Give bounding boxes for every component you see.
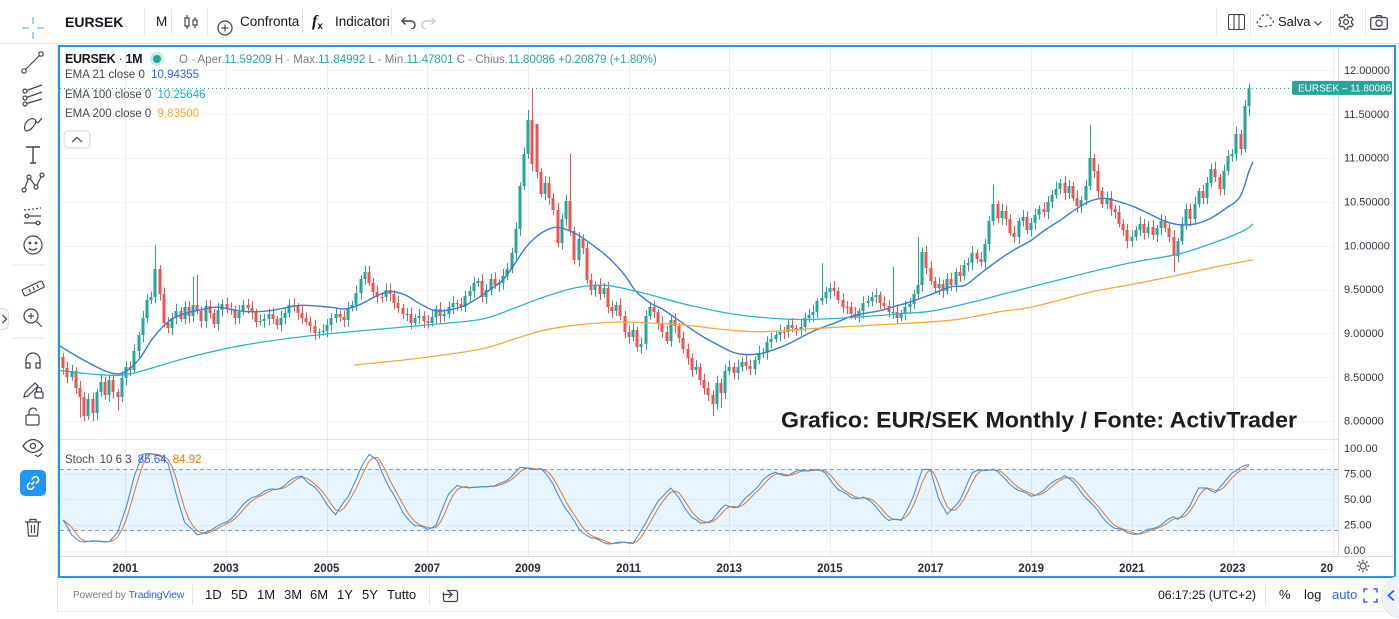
svg-text:100.00: 100.00 <box>1344 443 1378 455</box>
svg-text:2013: 2013 <box>717 563 743 575</box>
svg-text:Grafico: EUR/SEK Monthly / Fon: Grafico: EUR/SEK Monthly / Fonte: ActivT… <box>781 408 1297 433</box>
svg-text:11.50000: 11.50000 <box>1344 109 1389 121</box>
svg-text:11.00000: 11.00000 <box>1344 153 1389 165</box>
svg-text:2009: 2009 <box>515 563 541 575</box>
svg-text:2005: 2005 <box>314 563 340 575</box>
svg-text:8.00000: 8.00000 <box>1344 416 1384 428</box>
svg-text:10.00000: 10.00000 <box>1344 240 1390 252</box>
svg-text:2021: 2021 <box>1119 563 1145 575</box>
svg-text:EURSEK – 11.80086: EURSEK – 11.80086 <box>1298 83 1392 94</box>
svg-text:2019: 2019 <box>1018 563 1044 575</box>
svg-text:12.00000: 12.00000 <box>1344 65 1390 77</box>
svg-text:20: 20 <box>1320 563 1333 575</box>
svg-text:9.50000: 9.50000 <box>1344 284 1384 296</box>
svg-text:75.00: 75.00 <box>1344 469 1372 481</box>
svg-text:EURSEK · 1M: EURSEK · 1M <box>65 52 142 66</box>
svg-text:50.00: 50.00 <box>1344 494 1372 506</box>
svg-text:2015: 2015 <box>817 563 843 575</box>
svg-text:2003: 2003 <box>213 563 239 575</box>
svg-text:2023: 2023 <box>1220 563 1246 575</box>
svg-text:0.00: 0.00 <box>1344 545 1365 557</box>
svg-text:Stoch 10 6 3 85.64 84.92: Stoch 10 6 3 85.64 84.92 <box>65 454 202 466</box>
svg-text:2007: 2007 <box>415 563 441 575</box>
svg-text:9.00000: 9.00000 <box>1344 328 1384 340</box>
svg-text:2017: 2017 <box>918 563 944 575</box>
svg-text:2011: 2011 <box>616 563 642 575</box>
svg-text:O - Aper.11.59209 H - Max.11.: O - Aper.11.59209 H - Max.11.84992 L - M… <box>179 54 657 66</box>
svg-text:EMA 21 close 0 10.94355: EMA 21 close 0 10.94355 <box>65 69 199 81</box>
svg-text:2001: 2001 <box>113 563 139 575</box>
svg-text:10.50000: 10.50000 <box>1344 197 1390 209</box>
svg-text:EMA 200 close 0 9.83500: EMA 200 close 0 9.83500 <box>65 108 199 120</box>
svg-text:EMA 100 close 0 10.25646: EMA 100 close 0 10.25646 <box>65 89 205 101</box>
svg-text:25.00: 25.00 <box>1344 520 1372 532</box>
svg-text:8.50000: 8.50000 <box>1344 372 1384 384</box>
